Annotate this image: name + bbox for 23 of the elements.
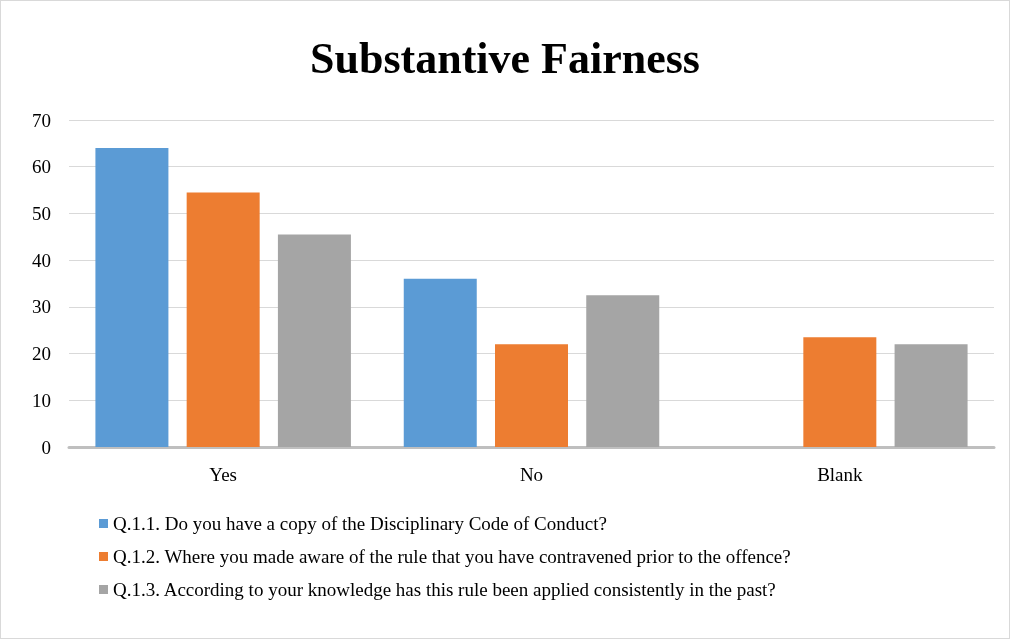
y-tick-label: 60 (32, 156, 51, 178)
x-tick-label: Yes (209, 464, 237, 485)
y-tick-label: 40 (32, 249, 51, 271)
y-tick-label: 30 (32, 296, 51, 318)
bar (495, 344, 568, 447)
bar (803, 337, 877, 447)
x-tick-label: No (519, 464, 544, 485)
legend-label: Q.1.2. Where you made aware of the rule that you have contravened prior to the offence? (113, 546, 791, 567)
legend-label: Q.1.1. Do you have a copy of the Disciplinary Code of Conduct? (113, 513, 607, 534)
chart-title: Substantive Fairness (310, 33, 700, 83)
x-tick-label: Blank (817, 464, 864, 485)
bar (277, 234, 351, 447)
bar (186, 192, 260, 447)
bar (95, 148, 169, 447)
y-tick-label: 20 (32, 343, 51, 365)
y-tick-label: 50 (32, 202, 51, 224)
bar (894, 344, 968, 447)
y-tick-label: 10 (32, 389, 51, 411)
bar (403, 278, 477, 447)
y-tick-label: 0 (41, 436, 51, 458)
legend-label: Q.1.3. According to your knowledge has this rule been applied consistently in the past? (113, 579, 776, 600)
bar (586, 295, 660, 447)
y-tick-label: 70 (32, 109, 51, 131)
